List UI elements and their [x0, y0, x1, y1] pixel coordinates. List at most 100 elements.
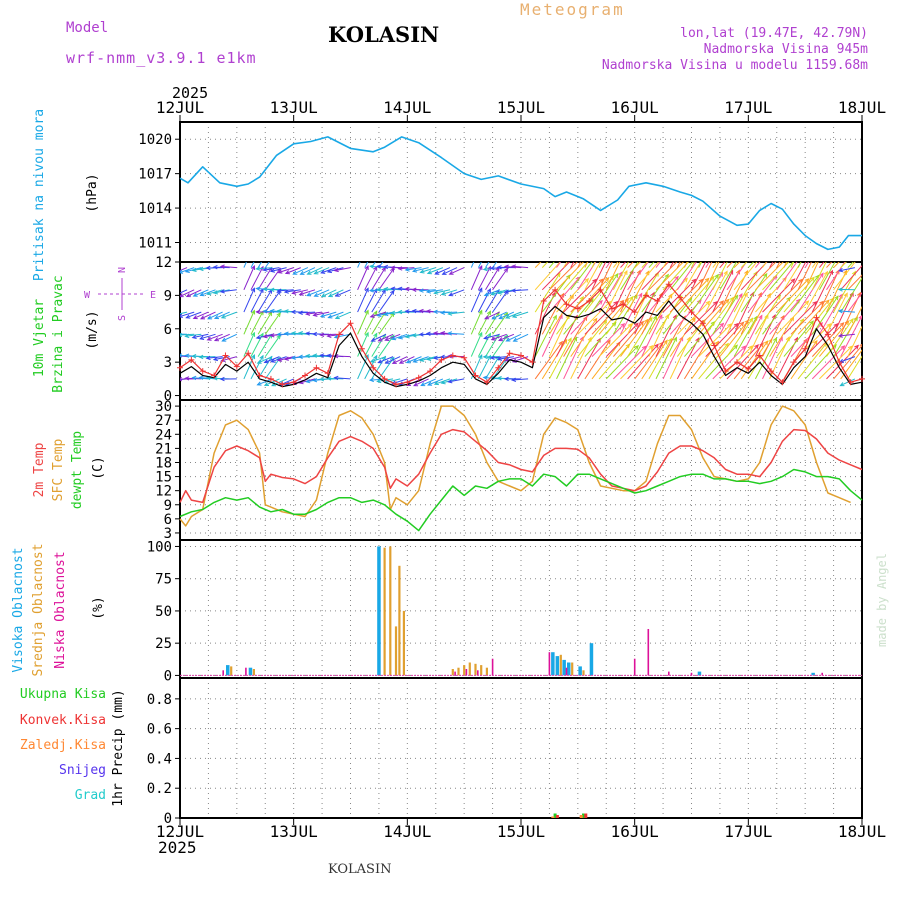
wind-arrow: [648, 338, 672, 380]
wind-arrow: [220, 289, 237, 293]
precip-bar: [555, 815, 559, 818]
wind-arrow-head: [724, 298, 730, 304]
wind-arrow-head: [758, 314, 763, 320]
wind-arrow: [492, 312, 508, 335]
wind-arrow: [534, 273, 561, 313]
wind-arrow-head: [800, 226, 803, 230]
day-label-bottom: 18JUL: [838, 822, 886, 841]
wind-arrow: [726, 262, 748, 291]
wind-arrow: [570, 318, 598, 357]
wind-arrow-head: [199, 335, 205, 340]
wind-arrow: [577, 301, 611, 335]
wind-arrow: [747, 293, 771, 335]
legend-snow: Snijeg: [59, 763, 106, 778]
wind-arrow: [676, 301, 710, 335]
wind-arrow-head: [510, 288, 516, 293]
wind-arrow: [426, 289, 443, 293]
wind-arrow-head: [585, 257, 589, 261]
wind-arrow-head: [628, 229, 631, 233]
wind-arrow: [220, 265, 237, 269]
wind-arrow: [357, 288, 369, 313]
wind-arrow: [385, 333, 401, 341]
wind-arrow-head: [448, 292, 454, 297]
wind-arrow-head: [205, 265, 211, 271]
wind-arrow-head: [377, 337, 383, 342]
wind-arrow: [192, 333, 209, 339]
wind-arrow: [712, 295, 738, 335]
wind-arrow: [485, 311, 500, 335]
wind-arrow-head: [255, 335, 261, 340]
wind-arrow: [811, 270, 833, 313]
wind-arrow-head: [790, 256, 794, 260]
cloud-bar-mid: [480, 665, 483, 676]
wind-arrow-head: [718, 271, 724, 277]
wind-gust-marker: [256, 372, 263, 379]
wind-arrow: [833, 262, 856, 291]
wind-arrow: [719, 262, 738, 291]
wind-arrow-head: [433, 381, 439, 386]
wind-arrow-head: [251, 354, 256, 360]
wind-arrow-head: [809, 249, 812, 253]
wind-arrow: [804, 262, 819, 291]
wind-arrow: [470, 265, 483, 291]
wind-arrow: [427, 378, 444, 386]
wind-arrow: [357, 265, 369, 291]
wind-arrow-head: [618, 228, 621, 232]
wind-arrow-head: [269, 287, 275, 292]
wind-arrow: [420, 378, 437, 386]
ytick-label: 0.8: [147, 692, 172, 708]
wind-arrow: [754, 295, 781, 335]
wind-arrow-head: [848, 251, 851, 255]
wind-arrow: [499, 311, 515, 319]
wind-arrow: [180, 333, 195, 336]
day-label-top: 14JUL: [383, 98, 431, 117]
wind-arrow-head: [634, 344, 640, 350]
wind-arrow-head: [180, 293, 184, 298]
wind-arrow: [378, 333, 394, 342]
wind-arrow-head: [439, 310, 445, 315]
wind-arrow-head: [652, 315, 658, 321]
station-title: KOLASIN: [328, 22, 440, 47]
wind-arrow-head: [558, 340, 563, 346]
wind-arrow-head: [376, 312, 382, 317]
elevation: Nadmorska Visina 945m: [703, 42, 868, 57]
wind-arrow-head: [839, 382, 845, 387]
wind-gust-marker: [733, 359, 740, 366]
wind-arrow: [584, 262, 601, 291]
wind-arrow-head: [562, 256, 566, 260]
wind-arrow-head: [825, 228, 828, 232]
wind-arrow-head: [319, 332, 325, 337]
wind-arrow-head: [420, 382, 426, 387]
wind-arrow-head: [498, 315, 504, 320]
wind-arrow-head: [297, 310, 303, 315]
wind-arrow-head: [796, 255, 800, 259]
wind-arrow-head: [479, 244, 482, 248]
wind-arrow: [634, 342, 664, 380]
wind-arrow-head: [670, 257, 674, 261]
wind-arrow-head: [629, 295, 634, 301]
wind-gust-marker: [358, 345, 365, 352]
wind-arrow-head: [839, 322, 845, 327]
wind-arrow-head: [212, 290, 219, 295]
wind-arrow-head: [478, 331, 483, 337]
wind-arrow: [733, 316, 758, 357]
cloud-bar-mid: [571, 662, 574, 676]
wind-arrow-head: [390, 246, 394, 250]
wind-arrow: [313, 311, 330, 316]
wind-arrow-head: [391, 336, 397, 341]
wind-arrow-head: [219, 289, 225, 294]
wind-arrow: [320, 311, 337, 318]
wind-arrow-head: [567, 337, 572, 343]
wind-arrow-head: [638, 292, 643, 298]
wind-arrow-head: [260, 245, 263, 249]
panel-temperature: [175, 399, 863, 541]
wind-arrow-head: [829, 269, 833, 275]
wind-arrow: [257, 267, 273, 291]
wind-arrow-head: [723, 270, 728, 276]
wind-arrow: [676, 262, 697, 291]
wind-arrow-head: [735, 269, 740, 275]
wind-arrow: [719, 293, 743, 335]
wind-arrow: [691, 323, 724, 357]
wind-arrow-head: [849, 318, 854, 324]
wind-arrow-head: [722, 248, 725, 252]
